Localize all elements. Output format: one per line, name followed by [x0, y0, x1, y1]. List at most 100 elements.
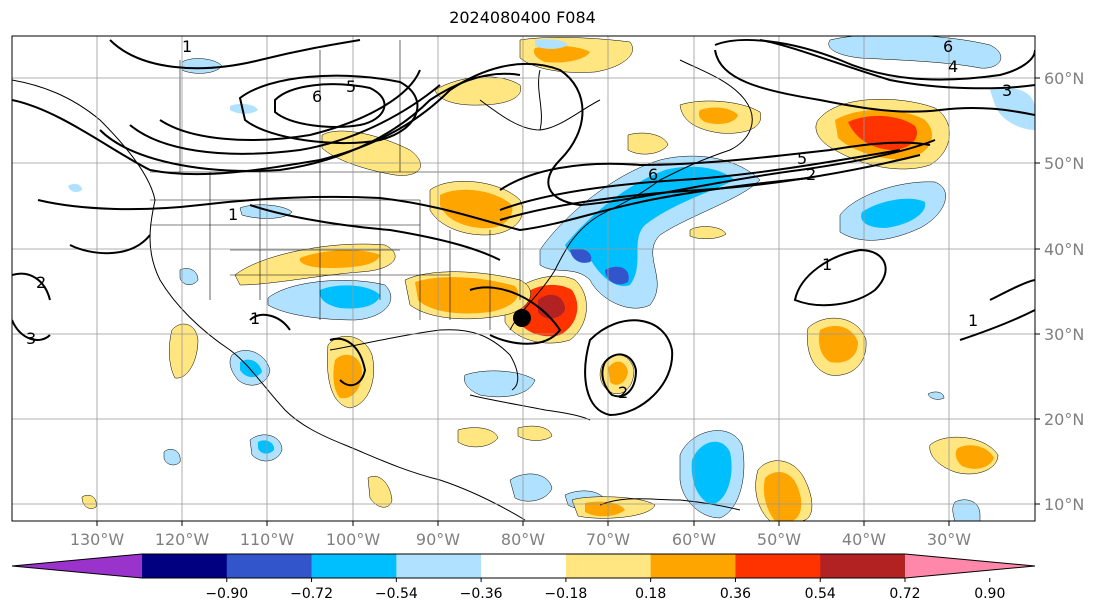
negative-anomaly [952, 499, 981, 521]
longitude-label: 60°W [672, 530, 716, 549]
map-title: 2024080400 F084 [449, 8, 596, 27]
positive-anomaly [415, 277, 519, 314]
contour-lines [12, 39, 1035, 417]
positive-anomaly [333, 354, 362, 399]
axis-ticks [96, 77, 1040, 526]
positive-anomaly [169, 323, 199, 379]
colorbar-segment [396, 554, 482, 578]
contour-label: 5 [346, 77, 356, 96]
longitude-labels: 130°W 120°W 110°W 100°W 90°W 80°W 70°W 6… [70, 530, 971, 549]
longitude-label: 100°W [326, 530, 381, 549]
negative-anomaly [605, 266, 629, 285]
colorbar-tick-label: −0.72 [290, 586, 333, 602]
latitude-label: 50°N [1044, 154, 1084, 173]
negative-anomaly [539, 155, 761, 309]
latitude-label: 60°N [1044, 69, 1084, 88]
negative-anomaly [163, 449, 181, 466]
colorbar-segment [311, 554, 397, 578]
longitude-label: 50°W [757, 530, 801, 549]
contour-label: 3 [1002, 81, 1012, 100]
negative-anomaly [990, 87, 1035, 130]
positive-anomaly [698, 107, 738, 124]
anomaly-fills [68, 36, 1035, 521]
colorbar-tick-label: 0.90 [974, 586, 1005, 602]
longitude-label: 90°W [416, 530, 460, 549]
cyclone-center-marker [513, 309, 531, 327]
contour-label: 6 [648, 165, 658, 184]
positive-anomaly [848, 115, 918, 150]
contour-label: 6 [312, 87, 322, 106]
colorbar: −0.90 −0.72 −0.54 −0.36 −0.18 0.18 0.36 0.54 0.7… [11, 553, 1036, 602]
colorbar-tick-label: −0.18 [544, 586, 587, 602]
positive-anomaly [585, 501, 625, 517]
latitude-label: 30°N [1044, 325, 1084, 344]
colorbar-segment [226, 554, 313, 578]
negative-anomaly [258, 440, 275, 454]
colorbar-tick-label: 0.72 [889, 586, 920, 602]
latitude-labels: 60°N 50°N 40°N 30°N 20°N 10°N [1044, 69, 1084, 514]
positive-anomaly [627, 132, 669, 155]
contour-label: 1 [250, 309, 260, 328]
longitude-label: 130°W [70, 530, 125, 549]
colorbar-tick-label: −0.54 [375, 586, 418, 602]
colorbar-segment [142, 554, 228, 578]
contour-label-group: 1 6 5 6 5 2 1 2 3 1 1 1 2 6 4 3 [26, 37, 1012, 402]
contour-label: 1 [228, 205, 238, 224]
latitude-label: 20°N [1044, 410, 1084, 429]
contour-label: 5 [797, 149, 807, 168]
colorbar-segment [820, 554, 906, 578]
positive-anomaly [440, 189, 513, 229]
longitude-label: 70°W [586, 530, 630, 549]
longitude-label: 120°W [155, 530, 210, 549]
colorbar-outline [11, 553, 1036, 579]
negative-anomaly [319, 285, 380, 309]
colorbar-tick-label: 0.18 [635, 586, 666, 602]
colorbar-extend-max [905, 554, 1035, 578]
map-area: 1 6 5 6 5 2 1 2 3 1 1 1 2 6 4 3 [12, 36, 1035, 521]
positive-anomaly [818, 326, 858, 363]
contour-label: 2 [618, 383, 628, 402]
positive-anomaly [955, 445, 994, 469]
negative-anomaly [230, 103, 258, 114]
negative-anomaly [535, 39, 568, 49]
colorbar-tick-label: −0.90 [205, 586, 248, 602]
positive-anomaly [367, 476, 393, 508]
contour-label: 1 [182, 37, 192, 56]
colorbar-tick-label: −0.36 [460, 586, 503, 602]
negative-anomaly [239, 204, 293, 219]
negative-anomaly [565, 166, 735, 286]
longitude-label: 110°W [240, 530, 295, 549]
longitude-label: 40°W [842, 530, 886, 549]
positive-anomaly [517, 425, 553, 441]
contour-label: 4 [948, 57, 958, 76]
colorbar-segment [565, 554, 652, 578]
positive-anomaly [689, 226, 727, 239]
contour-label: 1 [968, 311, 978, 330]
colorbar-extend-min [12, 554, 142, 578]
coastlines [12, 59, 753, 521]
positive-anomaly [457, 427, 499, 448]
colorbar-segment [735, 554, 821, 578]
negative-anomaly [570, 248, 592, 263]
colorbar-tick-label: 0.54 [805, 586, 836, 602]
positive-anomaly [608, 361, 628, 385]
contour-label: 3 [26, 329, 36, 348]
positive-anomaly [763, 472, 802, 521]
colorbar-segment [481, 554, 567, 578]
longitude-label: 80°W [501, 530, 545, 549]
negative-anomaly [861, 198, 926, 228]
negative-anomaly [927, 391, 945, 400]
negative-anomaly [828, 36, 1002, 69]
colorbar-tick-label: 0.36 [720, 586, 751, 602]
contour-label: 2 [806, 165, 816, 184]
contour-label: 1 [822, 255, 832, 274]
latitude-label: 40°N [1044, 240, 1084, 259]
contour-label: 2 [36, 273, 46, 292]
graticule [12, 36, 1035, 521]
latitude-label: 10°N [1044, 495, 1084, 514]
longitude-label: 30°W [927, 530, 971, 549]
colorbar-segment [650, 554, 736, 578]
positive-anomaly [533, 45, 590, 63]
contour-label: 6 [943, 37, 953, 56]
